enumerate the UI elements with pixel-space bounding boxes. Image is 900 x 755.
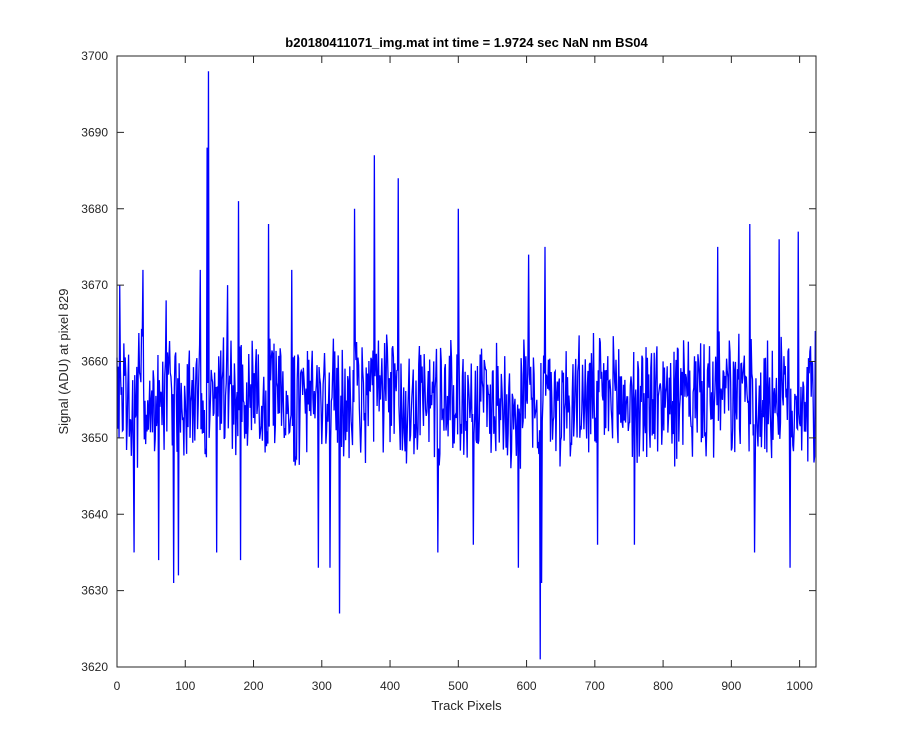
x-tick-label: 700 bbox=[585, 679, 605, 693]
y-tick-label: 3640 bbox=[81, 507, 108, 521]
y-tick-label: 3620 bbox=[81, 660, 108, 674]
x-tick-label: 200 bbox=[244, 679, 264, 693]
x-tick-label: 600 bbox=[517, 679, 537, 693]
y-tick-label: 3680 bbox=[81, 202, 108, 216]
x-tick-label: 400 bbox=[380, 679, 400, 693]
plot-area bbox=[117, 56, 816, 667]
chart-title: b20180411071_img.mat int time = 1.9724 s… bbox=[285, 35, 648, 50]
x-tick-label: 800 bbox=[653, 679, 673, 693]
x-axis-label: Track Pixels bbox=[431, 698, 502, 713]
x-tick-label: 300 bbox=[312, 679, 332, 693]
y-tick-label: 3650 bbox=[81, 431, 108, 445]
data-layer bbox=[116, 71, 816, 660]
y-axis-label: Signal (ADU) at pixel 829 bbox=[56, 289, 71, 435]
x-tick-label: 500 bbox=[448, 679, 468, 693]
y-tick-label: 3630 bbox=[81, 584, 108, 598]
y-tick-label: 3690 bbox=[81, 125, 108, 139]
y-tick-label: 3700 bbox=[81, 49, 108, 63]
y-tick-label: 3670 bbox=[81, 278, 108, 292]
x-tick-label: 900 bbox=[721, 679, 741, 693]
x-tick-label: 0 bbox=[114, 679, 121, 693]
y-tick-label: 3660 bbox=[81, 355, 108, 369]
x-tick-label: 1000 bbox=[786, 679, 813, 693]
x-tick-label: 100 bbox=[175, 679, 195, 693]
series-line bbox=[116, 71, 816, 660]
ticks-layer: 0 100 200 300 400 500 600 700 800 900 1000 3620 3630… bbox=[81, 49, 816, 693]
